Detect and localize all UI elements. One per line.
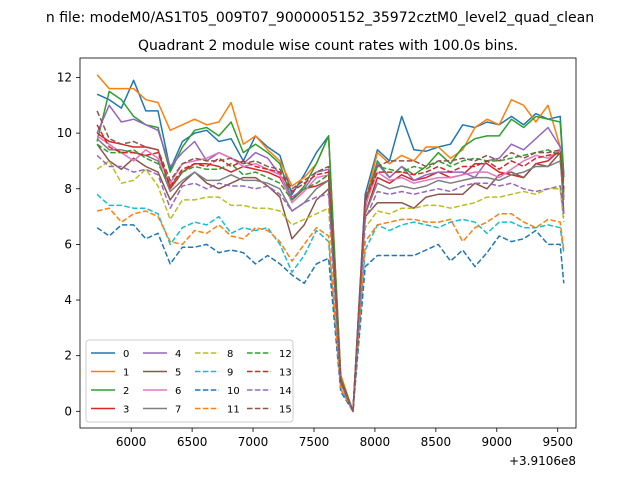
legend-box — [85, 339, 294, 423]
series-line-11 — [96, 207, 565, 413]
chart-title: Quadrant 2 module wise count rates with … — [138, 38, 518, 54]
x-tick-label: 6000 — [116, 435, 147, 449]
y-tick-label: 2 — [64, 349, 72, 363]
x-tick-label: 9500 — [542, 435, 573, 449]
series-layer — [96, 74, 565, 413]
x-offset-label: +3.9106e8 — [509, 454, 576, 468]
legend-label: 15 — [279, 405, 292, 416]
legend-label: 7 — [175, 405, 181, 416]
y-axis: 0 2 4 6 8 10 12 — [57, 70, 80, 418]
y-tick-label: 0 — [64, 404, 72, 418]
x-tick-label: 7500 — [299, 435, 330, 449]
y-tick-label: 4 — [64, 293, 72, 307]
x-tick-label: 7000 — [238, 435, 269, 449]
series-line-10 — [96, 224, 565, 413]
y-tick-label: 8 — [64, 182, 72, 196]
plot-frame — [79, 57, 577, 429]
series-line-13 — [96, 124, 565, 413]
legend-label: 0 — [123, 349, 129, 360]
legend-label: 14 — [279, 386, 292, 397]
legend-label: 5 — [175, 368, 181, 379]
legend-label: 2 — [123, 386, 129, 397]
series-line-15 — [96, 110, 565, 413]
legend-label: 8 — [227, 349, 233, 360]
x-axis: 6000 6500 7000 7500 8000 8500 9000 9500 — [116, 428, 573, 449]
legend-label: 11 — [227, 405, 240, 416]
legend-label: 13 — [279, 368, 292, 379]
legend-label: 9 — [227, 368, 233, 379]
series-line-14 — [96, 154, 565, 413]
legend-label: 1 — [123, 368, 129, 379]
legend-label: 6 — [175, 386, 181, 397]
series-line-9 — [96, 193, 565, 413]
x-tick-label: 6500 — [177, 435, 208, 449]
y-tick-label: 6 — [64, 237, 72, 251]
y-tick-label: 10 — [57, 126, 72, 140]
x-tick-label: 8000 — [360, 435, 391, 449]
legend-label: 10 — [227, 386, 240, 397]
figure-suptitle: n file: modeM0/AS1T05_009T07_9000005152_… — [46, 10, 594, 26]
x-tick-label: 9000 — [482, 435, 513, 449]
legend-label: 12 — [279, 349, 292, 360]
legend-label: 3 — [123, 405, 129, 416]
y-tick-label: 12 — [57, 70, 72, 84]
legend-label: 4 — [175, 349, 181, 360]
x-tick-label: 8500 — [421, 435, 452, 449]
